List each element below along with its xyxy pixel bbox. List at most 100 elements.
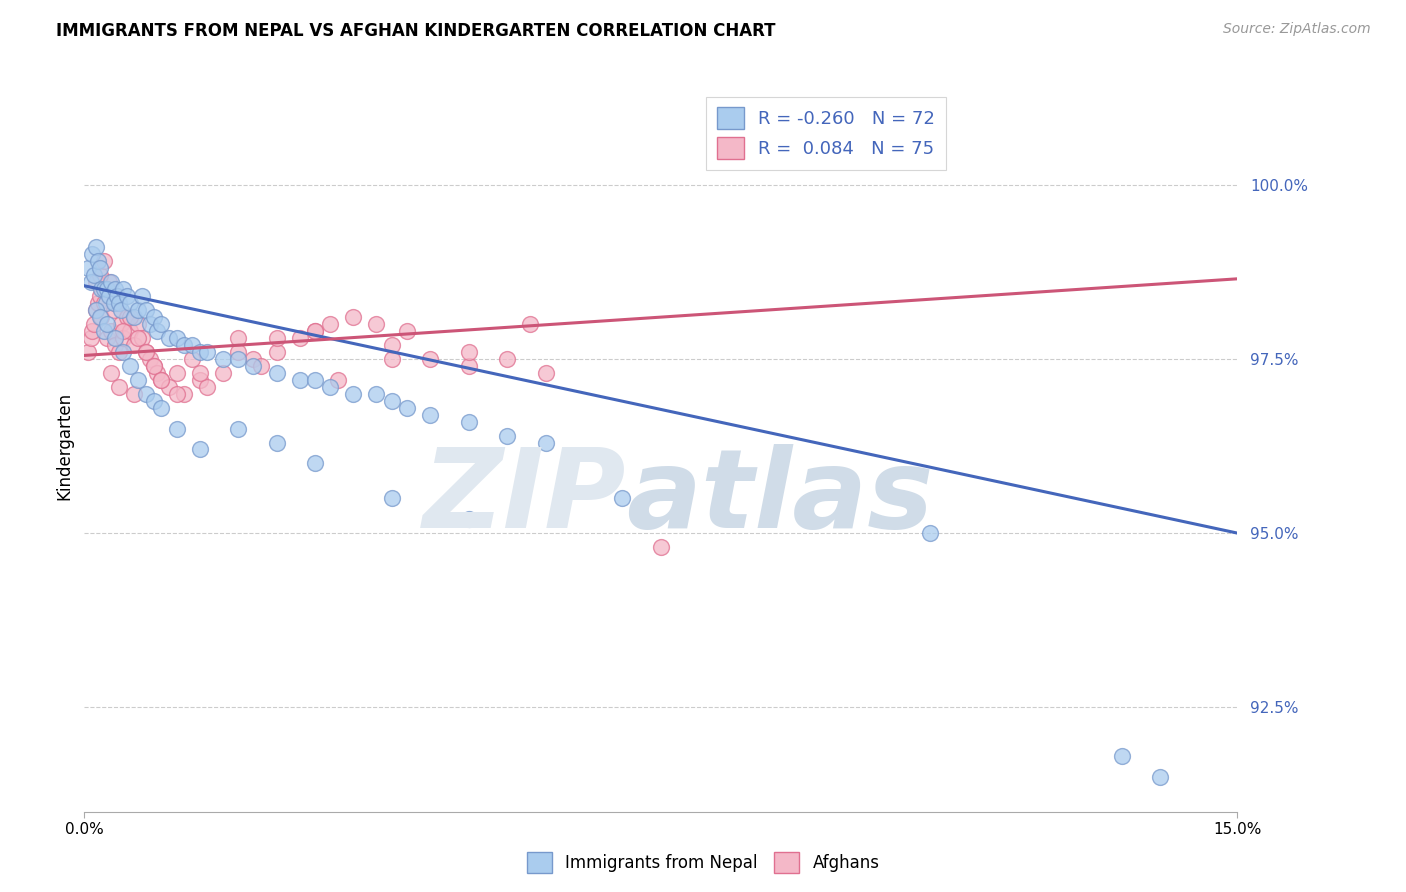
- Point: [142, 359, 165, 373]
- Point: [519, 317, 541, 331]
- Point: [157, 331, 180, 345]
- Point: [150, 373, 173, 387]
- Point: [457, 415, 479, 429]
- Point: [124, 338, 146, 352]
- Point: [381, 351, 404, 366]
- Text: Source: ZipAtlas.com: Source: ZipAtlas.com: [1223, 22, 1371, 37]
- Point: [96, 282, 118, 296]
- Point: [104, 338, 127, 352]
- Point: [93, 324, 115, 338]
- Point: [79, 275, 101, 289]
- Point: [96, 282, 118, 296]
- Point: [89, 261, 111, 276]
- Point: [150, 317, 173, 331]
- Point: [496, 351, 519, 366]
- Point: [77, 261, 100, 276]
- Point: [166, 331, 188, 345]
- Point: [100, 324, 122, 338]
- Point: [211, 366, 233, 380]
- Point: [84, 275, 107, 289]
- Point: [131, 289, 153, 303]
- Point: [166, 386, 188, 401]
- Point: [138, 351, 160, 366]
- Point: [195, 345, 218, 359]
- Point: [326, 373, 349, 387]
- Point: [612, 491, 634, 506]
- Point: [1149, 770, 1171, 784]
- Point: [135, 345, 157, 359]
- Point: [142, 359, 165, 373]
- Point: [242, 359, 264, 373]
- Point: [266, 345, 288, 359]
- Point: [166, 366, 188, 380]
- Point: [120, 359, 142, 373]
- Point: [381, 393, 404, 408]
- Point: [304, 324, 326, 338]
- Point: [108, 380, 131, 394]
- Text: IMMIGRANTS FROM NEPAL VS AFGHAN KINDERGARTEN CORRELATION CHART: IMMIGRANTS FROM NEPAL VS AFGHAN KINDERGA…: [56, 22, 776, 40]
- Point: [534, 435, 557, 450]
- Point: [79, 331, 101, 345]
- Point: [127, 303, 149, 318]
- Point: [77, 345, 100, 359]
- Point: [1111, 749, 1133, 764]
- Point: [110, 303, 132, 318]
- Point: [110, 317, 132, 331]
- Point: [188, 442, 211, 457]
- Point: [87, 254, 110, 268]
- Point: [138, 317, 160, 331]
- Text: ZIP: ZIP: [423, 443, 626, 550]
- Point: [100, 366, 122, 380]
- Point: [173, 386, 195, 401]
- Point: [419, 408, 441, 422]
- Point: [111, 324, 134, 338]
- Point: [142, 310, 165, 325]
- Point: [150, 373, 173, 387]
- Point: [135, 386, 157, 401]
- Point: [89, 268, 111, 283]
- Point: [288, 331, 311, 345]
- Point: [111, 345, 134, 359]
- Point: [242, 351, 264, 366]
- Point: [105, 289, 128, 303]
- Point: [266, 331, 288, 345]
- Point: [104, 282, 127, 296]
- Point: [93, 254, 115, 268]
- Point: [381, 338, 404, 352]
- Point: [150, 401, 173, 415]
- Point: [111, 282, 134, 296]
- Point: [918, 526, 941, 541]
- Point: [120, 310, 142, 325]
- Point: [181, 351, 204, 366]
- Point: [93, 282, 115, 296]
- Point: [89, 289, 111, 303]
- Point: [173, 338, 195, 352]
- Point: [127, 373, 149, 387]
- Point: [93, 296, 115, 310]
- Point: [105, 289, 128, 303]
- Point: [188, 366, 211, 380]
- Point: [226, 421, 249, 435]
- Point: [366, 386, 388, 401]
- Point: [115, 289, 138, 303]
- Point: [84, 240, 107, 254]
- Point: [108, 296, 131, 310]
- Point: [131, 331, 153, 345]
- Point: [266, 435, 288, 450]
- Point: [103, 303, 125, 318]
- Point: [146, 324, 169, 338]
- Point: [181, 338, 204, 352]
- Point: [304, 373, 326, 387]
- Point: [103, 296, 125, 310]
- Text: atlas: atlas: [626, 443, 934, 550]
- Point: [142, 393, 165, 408]
- Point: [419, 351, 441, 366]
- Point: [157, 380, 180, 394]
- Point: [84, 303, 107, 318]
- Point: [135, 345, 157, 359]
- Point: [226, 331, 249, 345]
- Point: [211, 351, 233, 366]
- Point: [457, 359, 479, 373]
- Point: [120, 296, 142, 310]
- Point: [381, 491, 404, 506]
